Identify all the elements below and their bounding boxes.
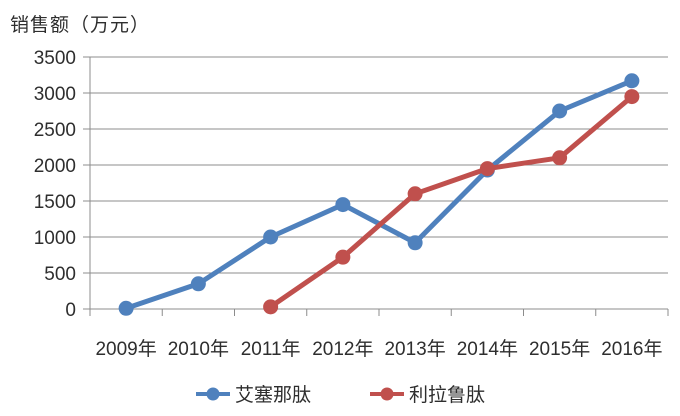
y-tick-label: 500 [44, 264, 76, 285]
data-point [624, 73, 640, 89]
data-point [407, 235, 423, 251]
y-tick-label: 2500 [34, 120, 76, 141]
legend-label: 利拉鲁肽 [409, 385, 486, 406]
legend-item-series-0: 艾塞那肽 [195, 380, 311, 407]
x-tick-label: 2011年 [241, 338, 301, 360]
line-marker-icon [195, 387, 230, 400]
y-tick-label: 1000 [34, 228, 76, 249]
data-point [263, 229, 279, 245]
data-point [335, 249, 351, 265]
data-point [190, 276, 206, 292]
x-tick-label: 2016年 [601, 338, 662, 360]
legend-item-series-1: 利拉鲁肽 [369, 380, 485, 407]
legend-label: 艾塞那肽 [234, 385, 311, 406]
y-tick-label: 2000 [34, 156, 76, 177]
legend: 艾塞那肽 利拉鲁肽 [0, 380, 680, 407]
y-tick-label: 3500 [34, 48, 76, 69]
data-point [118, 300, 134, 316]
data-point [624, 89, 640, 105]
x-tick-label: 2010年 [168, 338, 229, 360]
data-point [335, 197, 351, 213]
y-tick-label: 3000 [34, 84, 76, 105]
chart-title: 销售额（万元） [10, 15, 151, 36]
data-point [263, 299, 279, 315]
x-tick-label: 2013年 [384, 338, 445, 360]
y-tick-label: 1500 [34, 192, 76, 213]
data-point [552, 103, 568, 119]
x-tick-label: 2009年 [95, 338, 156, 360]
line-marker-icon [370, 387, 404, 400]
series-line-1 [268, 94, 635, 310]
x-tick-label: 2014年 [457, 338, 518, 360]
data-point [479, 161, 495, 177]
x-tick-label: 2012年 [312, 338, 373, 360]
data-point [552, 150, 568, 166]
data-point [407, 186, 423, 202]
x-tick-label: 2015年 [529, 338, 590, 360]
y-tick-label: 0 [65, 300, 76, 321]
